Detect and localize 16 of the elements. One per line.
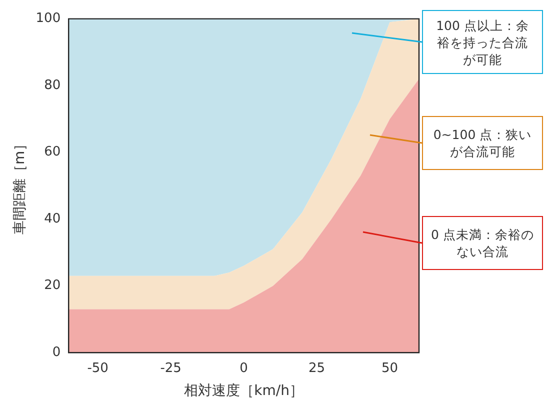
y-tick-label: 60 bbox=[44, 144, 61, 160]
text: 0 点未満：余裕のない合流 bbox=[431, 226, 534, 260]
y-tick-label: 20 bbox=[44, 278, 61, 294]
y-tick-label: 100 bbox=[36, 11, 61, 26]
x-tick-label: -25 bbox=[160, 360, 182, 376]
x-axis-title: 相対速度［km/h］ bbox=[184, 383, 304, 400]
x-tick-label: 0 bbox=[240, 360, 248, 376]
y-tick-label: 40 bbox=[44, 211, 61, 226]
y-tick-label: 80 bbox=[44, 78, 61, 93]
x-tick-label: 25 bbox=[308, 360, 326, 376]
x-tick-label: 50 bbox=[382, 360, 398, 376]
text: 100 点以上：余裕を持った合流が可能 bbox=[435, 16, 530, 68]
y-axis-title: 車間距離［m］ bbox=[12, 136, 28, 235]
text: 0~100 点：狭いが合流可能 bbox=[432, 126, 533, 160]
y-tick-label: 0 bbox=[52, 344, 61, 360]
x-tick-label: -50 bbox=[87, 360, 108, 376]
